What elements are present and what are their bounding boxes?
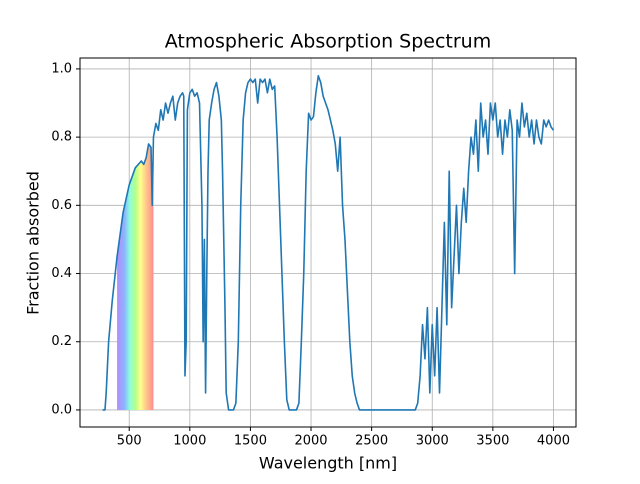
ticks: 500 1000 1500 2000 2500 3000 3500 4000 0.0 0.2 0.4… bbox=[51, 61, 570, 448]
y-tick-label: 0.6 bbox=[51, 198, 72, 213]
y-tick-label: 0.0 bbox=[51, 402, 72, 417]
y-axis-label: Fraction absorbed bbox=[24, 171, 43, 315]
chart-title: Atmospheric Absorption Spectrum bbox=[165, 31, 491, 53]
x-tick-label: 1000 bbox=[173, 434, 206, 449]
x-tick-label: 3500 bbox=[476, 434, 509, 449]
x-axis-label: Wavelength [nm] bbox=[259, 454, 397, 473]
y-tick-label: 0.2 bbox=[51, 334, 72, 349]
plot bbox=[102, 74, 555, 411]
grid bbox=[80, 58, 576, 427]
visible-spectrum-fill bbox=[117, 137, 154, 410]
x-tick-label: 2500 bbox=[355, 434, 388, 449]
y-tick-label: 1.0 bbox=[51, 61, 72, 76]
x-tick-label: 500 bbox=[117, 434, 142, 449]
x-tick-label: 4000 bbox=[537, 434, 570, 449]
x-tick-label: 3000 bbox=[416, 434, 449, 449]
x-tick-label: 2000 bbox=[294, 434, 327, 449]
y-tick-label: 0.8 bbox=[51, 130, 72, 145]
data-line bbox=[102, 74, 555, 411]
x-tick-label: 1500 bbox=[234, 434, 267, 449]
axes-frame bbox=[79, 57, 577, 428]
y-tick-label: 0.4 bbox=[51, 266, 72, 281]
